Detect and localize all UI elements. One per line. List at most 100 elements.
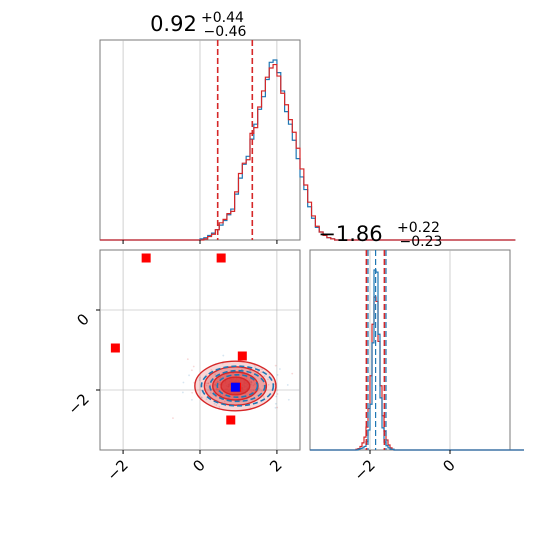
contour-blue [200, 365, 275, 407]
scatter-point [250, 381, 253, 383]
marginal-2-title-median: −1.86 [318, 222, 382, 246]
scatter-point [222, 354, 225, 357]
scatter-point [215, 388, 218, 391]
scatter-point [286, 384, 289, 386]
scatter-point [276, 393, 279, 395]
scatter-point [239, 400, 242, 402]
marginal-2-title: −1.86 +0.22 −0.23 [318, 217, 445, 250]
x-tick-label: 2 [266, 456, 285, 475]
scatter-point [191, 391, 194, 394]
scatter-point [273, 383, 276, 386]
scatter-point [274, 406, 277, 409]
marginal-2-histogram-blue [310, 269, 524, 451]
scatter-point [261, 389, 263, 392]
marginal-2-ticks [369, 450, 451, 454]
scatter-point [253, 383, 256, 385]
marginal-1-quantiles [216, 40, 254, 240]
scatter-point [214, 383, 217, 386]
scatter-point [191, 398, 193, 401]
scatter-point [200, 397, 203, 399]
marginal-1-histogram-red [100, 63, 516, 241]
marginal-2-x-tick-labels: −2 0 [350, 456, 458, 484]
scatter-point [216, 380, 219, 383]
scatter-point [207, 382, 210, 385]
scatter-point [219, 381, 221, 384]
scatter-point [276, 406, 279, 409]
marginal-1-ticks [122, 240, 278, 244]
scatter-point [252, 389, 255, 392]
red-marker [141, 253, 151, 263]
joint-ticks [96, 309, 278, 454]
scatter-point [276, 374, 279, 376]
scatter-point [223, 394, 226, 397]
scatter-point [192, 365, 195, 368]
scatter-point [240, 400, 243, 402]
scatter-point [217, 380, 219, 383]
contour-blue [209, 369, 266, 403]
scatter-point [209, 391, 212, 394]
scatter-point [254, 366, 257, 369]
scatter-point [258, 387, 261, 390]
joint-x-tick-labels: −2 0 2 [104, 456, 286, 484]
scatter-point [232, 372, 234, 375]
scatter-point [287, 398, 290, 401]
scatter-point [198, 379, 201, 381]
scatter-point [172, 417, 174, 420]
scatter-point [186, 358, 189, 361]
joint-panel: −2 0 2 −2 0 [64, 249, 327, 484]
scatter-point [205, 384, 208, 387]
scatter-point [188, 374, 190, 377]
marginal-1-title-minus: −0.46 [204, 24, 247, 40]
x-tick-label: 0 [189, 456, 208, 475]
scatter-point [199, 376, 201, 379]
scatter-point [245, 376, 248, 379]
red-marker [226, 415, 236, 425]
scatter-point [240, 368, 243, 371]
marginal-1-title-plus: +0.44 [201, 10, 244, 26]
scatter-point [219, 393, 222, 396]
marginal-1-title-median: 0.92 [150, 12, 197, 36]
scatter-point [216, 388, 219, 391]
scatter-point [181, 391, 184, 394]
scatter-point [218, 383, 221, 386]
scatter-point [227, 396, 230, 399]
scatter-point [291, 372, 294, 375]
scatter-point [215, 382, 218, 384]
scatter-point [217, 388, 220, 391]
scatter-point [267, 378, 269, 381]
scatter-point [279, 368, 281, 370]
scatter-point [210, 368, 213, 371]
joint-grid [100, 250, 300, 450]
scatter-point [182, 381, 185, 384]
scatter-point [191, 369, 193, 372]
scatter-point [250, 381, 253, 384]
x-tick-label: −2 [104, 456, 132, 484]
scatter-point [248, 379, 251, 382]
scatter-point [205, 398, 208, 401]
scatter-point [214, 383, 216, 386]
scatter-point [200, 396, 203, 399]
marginal-2-title-minus: −0.23 [400, 234, 443, 250]
y-tick-label: −2 [64, 390, 92, 418]
scatter-point [214, 373, 217, 376]
scatter-point [214, 384, 217, 387]
marginal-panel-1: 0.92 +0.44 −0.46 [99, 7, 516, 244]
marginal-2-title-plus: +0.22 [397, 220, 440, 236]
x-tick-label: 0 [439, 456, 458, 475]
scatter-point [249, 369, 252, 372]
scatter-point [267, 383, 270, 386]
scatter-point [223, 400, 226, 403]
marginal-1-title: 0.92 +0.44 −0.46 [150, 7, 249, 40]
scatter-point [219, 376, 222, 379]
joint-y-tick-labels: −2 0 [64, 310, 92, 418]
scatter-point [261, 368, 263, 371]
scatter-point [250, 391, 253, 393]
scatter-point [215, 404, 218, 406]
marginal-2-quantiles [365, 250, 387, 450]
scatter-point [250, 380, 252, 383]
scatter-point [262, 396, 265, 398]
scatter-point [252, 384, 255, 387]
marginal-panel-2: −2 0 −1.86 +0.22 −0.23 [309, 217, 524, 484]
scatter-point [216, 387, 218, 390]
